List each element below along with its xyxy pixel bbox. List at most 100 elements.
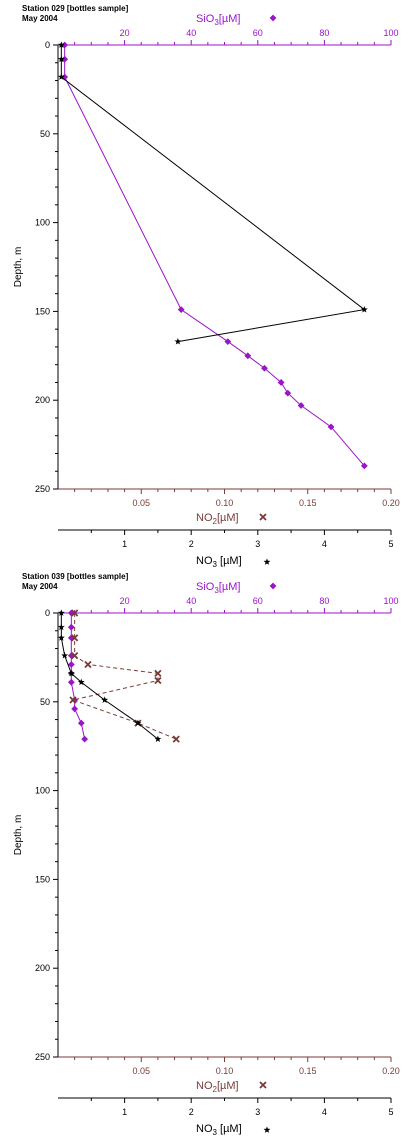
legend-no2-marker <box>259 1081 267 1089</box>
legend-sio3-marker <box>269 14 277 22</box>
series-sio3-point <box>81 735 89 743</box>
top-tick-label: 20 <box>120 28 130 38</box>
series-sio3-point <box>224 338 232 345</box>
bottom2-tick-label: 3 <box>255 1107 260 1117</box>
y-axis-label: Depth, m <box>13 247 24 288</box>
bottom2-tick-label: 5 <box>388 539 393 549</box>
series-no3-point <box>101 696 109 703</box>
series-no2-point <box>69 696 77 704</box>
bottom1-tick-label: 0.20 <box>382 1066 400 1076</box>
y-axis-label: Depth, m <box>13 815 24 856</box>
y-tick-label: 250 <box>35 484 50 494</box>
y-tick-label: 250 <box>35 1052 50 1062</box>
series-sio3-point <box>277 379 285 386</box>
series-no3-point <box>57 623 65 631</box>
bottom2-tick-label: 1 <box>122 539 127 549</box>
series-sio3-point <box>284 389 292 397</box>
series-no3-point <box>174 337 182 345</box>
legend-no3-marker <box>263 558 271 565</box>
legend-no2-marker <box>259 513 267 521</box>
series-no2-point <box>154 676 162 685</box>
top-tick-label: 60 <box>253 28 263 38</box>
series-sio3-line <box>64 45 365 467</box>
series-sio3-point <box>360 462 368 470</box>
top-tick-label: 80 <box>319 28 329 38</box>
series-no2-point <box>71 651 79 660</box>
bottom1-tick-label: 0.15 <box>299 498 317 508</box>
bottom-axis-2-label: NO3 [µM] <box>196 555 242 569</box>
bottom1-tick-label: 0.15 <box>299 1066 317 1076</box>
series-no3-point <box>57 609 65 616</box>
series-sio3-point <box>61 55 69 63</box>
chart-panel-1: Station 029 [bottles sample]May 2004 0 50 1… <box>13 4 400 569</box>
series-sio3-point <box>67 609 75 617</box>
chart-title: Station 039 [bottles sample] <box>22 572 129 581</box>
bottom-axis-1-label: NO2[µM] <box>196 512 239 526</box>
bottom1-tick-label: 0.10 <box>216 1066 234 1076</box>
series-no3-point <box>61 652 69 659</box>
series-sio3-point <box>77 719 85 727</box>
series-no2-point <box>172 735 180 743</box>
bottom1-tick-label: 0.20 <box>382 498 400 508</box>
series-sio3-point <box>297 402 305 409</box>
legend-sio3-marker <box>269 582 277 590</box>
series-no3-point <box>57 73 65 80</box>
series-sio3-point <box>261 364 268 372</box>
top-tick-label: 40 <box>186 28 196 38</box>
series-no3-point <box>67 669 75 677</box>
series-sio3-point <box>177 306 185 314</box>
y-tick-label: 0 <box>45 40 50 50</box>
series-no3-point <box>134 719 142 727</box>
top-tick-label: 100 <box>383 596 398 606</box>
bottom-axis-1-label: NO2[µM] <box>196 1080 239 1094</box>
series-no2-point <box>84 660 92 669</box>
series-no2-point <box>71 609 79 617</box>
series-no2-point <box>154 669 162 678</box>
series-no3-line <box>60 613 159 740</box>
bottom1-tick-label: 0.05 <box>132 1066 150 1076</box>
chart-subtitle: May 2004 <box>22 582 58 591</box>
chart-title: Station 029 [bottles sample] <box>22 4 129 13</box>
series-sio3-point <box>67 678 75 686</box>
top-tick-label: 40 <box>186 596 196 606</box>
series-sio3-point <box>61 41 69 49</box>
y-tick-label: 100 <box>35 218 50 228</box>
y-tick-label: 200 <box>35 395 50 405</box>
top-tick-label: 60 <box>253 596 263 606</box>
bottom2-tick-label: 3 <box>255 539 260 549</box>
bottom2-tick-label: 4 <box>322 539 327 549</box>
series-sio3-point <box>67 623 75 631</box>
series-sio3-point <box>327 423 335 431</box>
y-tick-label: 200 <box>35 963 50 973</box>
y-tick-label: 0 <box>45 608 50 618</box>
y-tick-label: 50 <box>40 697 50 707</box>
y-tick-label: 100 <box>35 786 50 796</box>
legend-no3-marker <box>263 1126 271 1133</box>
bottom-axis-2-label: NO3 [µM] <box>196 1123 242 1137</box>
series-no3-point <box>57 634 65 641</box>
series-sio3-point <box>244 352 252 360</box>
bottom1-tick-label: 0.10 <box>216 498 234 508</box>
series-sio3-point <box>61 73 69 81</box>
chart-panel-2: Station 039 [bottles sample]May 2004 0 50 1… <box>13 572 400 1137</box>
chart-subtitle: May 2004 <box>22 14 58 23</box>
series-no3-line <box>60 45 366 343</box>
bottom2-tick-label: 5 <box>388 1107 393 1117</box>
top-tick-label: 80 <box>319 596 329 606</box>
series-no3-point <box>57 55 65 63</box>
bottom2-tick-label: 1 <box>122 1107 127 1117</box>
top-tick-label: 20 <box>120 596 130 606</box>
series-no3-point <box>360 306 368 313</box>
series-no3-point <box>77 678 85 686</box>
series-no3-point <box>154 735 162 743</box>
bottom1-tick-label: 0.05 <box>132 498 150 508</box>
top-axis-label: SiO3[µM] <box>196 581 240 595</box>
bottom2-tick-label: 4 <box>322 1107 327 1117</box>
y-tick-label: 150 <box>35 306 50 316</box>
y-tick-label: 150 <box>35 874 50 884</box>
y-tick-label: 50 <box>40 129 50 139</box>
top-tick-label: 100 <box>383 28 398 38</box>
top-axis-label: SiO3[µM] <box>196 13 240 27</box>
bottom2-tick-label: 2 <box>189 539 194 549</box>
